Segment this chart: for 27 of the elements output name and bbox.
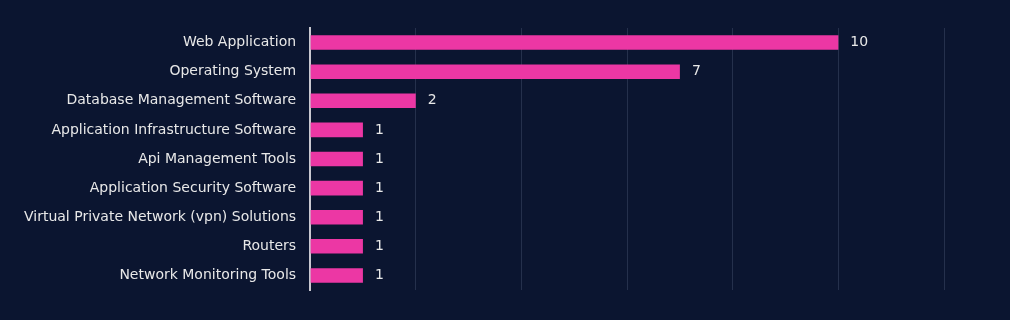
bar bbox=[310, 93, 416, 109]
data-label: 1 bbox=[374, 120, 384, 137]
data-label: 1 bbox=[374, 236, 384, 253]
y-tick-label: Operating System bbox=[169, 62, 297, 79]
bar bbox=[310, 239, 363, 254]
bar bbox=[310, 64, 680, 79]
y-tick-label: Routers bbox=[242, 236, 297, 253]
y-tick-label: Api Management Tools bbox=[138, 149, 297, 166]
bar bbox=[310, 180, 363, 196]
y-tick-label: Application Infrastructure Software bbox=[51, 120, 297, 137]
data-label: 7 bbox=[691, 62, 701, 79]
data-label: 1 bbox=[374, 266, 384, 283]
bar bbox=[310, 35, 839, 50]
data-label: 1 bbox=[374, 149, 384, 166]
y-tick-label: Virtual Private Network (vpn) Solutions bbox=[24, 207, 297, 224]
bar bbox=[310, 122, 363, 138]
data-label: 1 bbox=[374, 207, 384, 224]
bar bbox=[310, 268, 363, 283]
bar bbox=[310, 209, 363, 225]
data-label: 1 bbox=[374, 178, 384, 195]
bar bbox=[310, 151, 363, 167]
y-tick-label: Web Application bbox=[182, 33, 297, 50]
y-tick-label: Application Security Software bbox=[89, 178, 297, 195]
y-tick-label: Network Monitoring Tools bbox=[119, 266, 297, 283]
data-label: 10 bbox=[850, 33, 869, 50]
y-tick-label: Database Management Software bbox=[66, 91, 297, 108]
data-label: 2 bbox=[427, 91, 437, 108]
